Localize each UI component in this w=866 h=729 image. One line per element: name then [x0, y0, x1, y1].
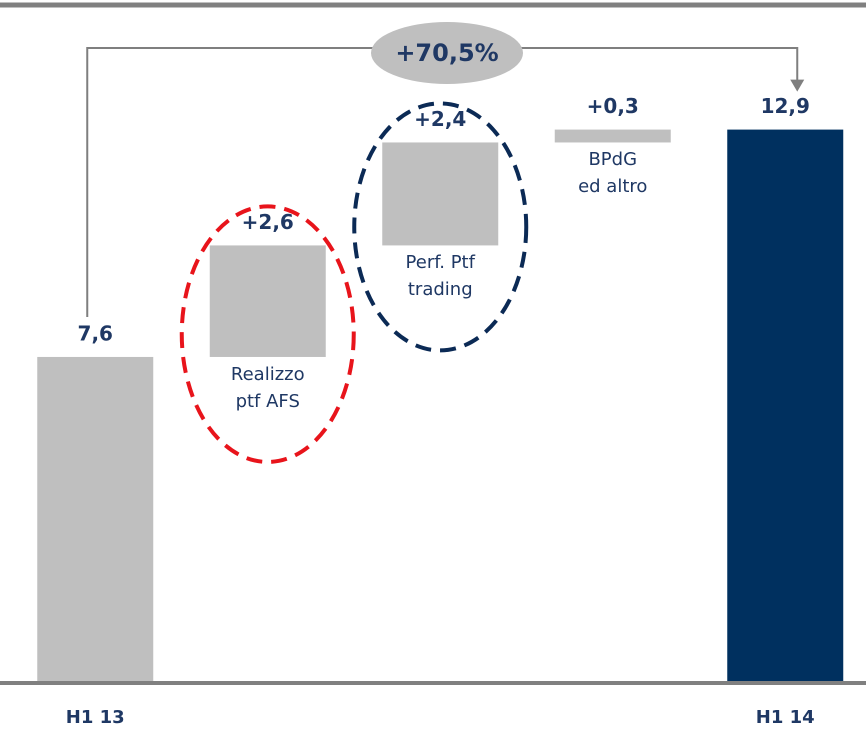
bar: [209, 245, 326, 357]
value-label: 12,9: [761, 94, 810, 118]
bar: [727, 129, 844, 684]
x-tick-label: H1 14: [755, 707, 815, 728]
bar: [554, 129, 671, 143]
highlight-ring: [179, 204, 356, 464]
category-label: Realizzo ptf AFS: [230, 363, 305, 412]
highlight-ring: [352, 101, 529, 353]
bar: [37, 356, 154, 683]
annotation: +70,5%: [395, 39, 498, 67]
category-label: BPdG ed altro: [578, 149, 648, 198]
arrowhead: [790, 79, 805, 92]
value-label: 7,6: [78, 321, 113, 345]
annotation-bubble: [371, 22, 523, 84]
value-label: +2,4: [414, 107, 466, 131]
value-label: +0,3: [587, 94, 639, 118]
x-tick-label: H1 13: [65, 707, 125, 728]
category-label: Perf. Ptf trading: [405, 252, 475, 301]
bar: [382, 142, 499, 246]
value-label: +2,6: [242, 210, 294, 234]
